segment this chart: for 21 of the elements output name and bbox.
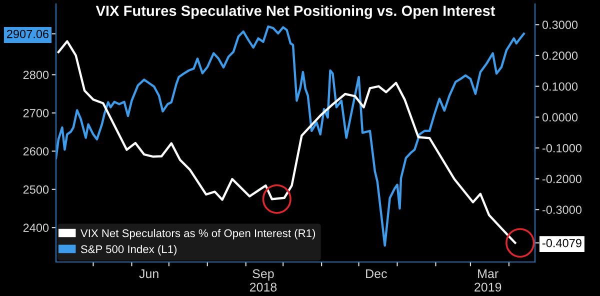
y2-tick-label: 0.2000 [542, 52, 578, 60]
y2-tick-label: -0.1000 [542, 144, 582, 152]
y2-tick-label: 0.3000 [542, 20, 578, 30]
y2-tick-label: 0.1000 [542, 82, 578, 91]
legend-label: S&P 500 Index (L1) [80, 244, 177, 256]
y-tick-label: 2907.06 [6, 30, 49, 38]
y-tick-label: 2600 [23, 147, 49, 156]
y-tick-label: 2500 [23, 185, 49, 194]
x-tick-label: Jun [139, 269, 158, 278]
y2-tick-label: -0.3000 [542, 206, 582, 214]
y2-tick-label: 0.0000 [542, 113, 578, 122]
y2-tick-label: -0.2000 [542, 174, 582, 184]
y-tick-label: 2400 [23, 224, 49, 232]
x-tick-label: Sep 2018 [250, 269, 277, 292]
x-tick-label: Dec [366, 269, 387, 278]
x-tick-label: Mar 2019 [474, 269, 502, 292]
y-tick-label: 2800 [23, 70, 49, 80]
y-tick-label: 2700 [23, 108, 49, 118]
y2-tick-label: -0.4079 [542, 238, 582, 248]
chart-title: VIX Futures Speculative Net Positioning vs. Open Interest [96, 5, 496, 19]
legend-label: VIX Net Speculators as % of Open Interest (R1) [80, 229, 316, 240]
